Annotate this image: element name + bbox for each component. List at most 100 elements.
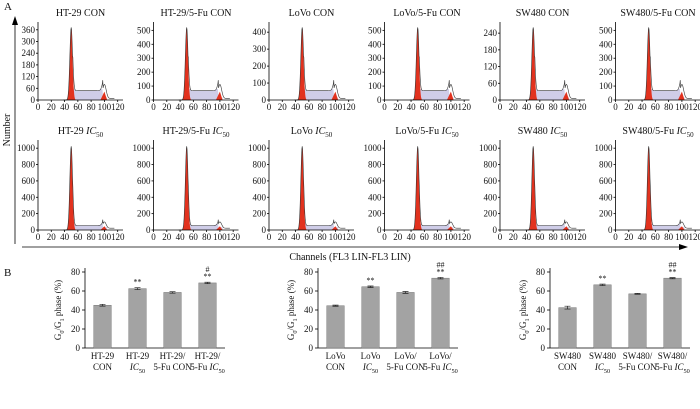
text-run: 5-Fu CON	[618, 362, 657, 372]
y-tick-label: 200	[137, 209, 151, 219]
histogram-g1-peak	[296, 27, 308, 100]
x-tick-label: 40	[522, 232, 532, 242]
y-tick-label: 1000	[133, 143, 152, 153]
y-tick-label: 600	[253, 176, 267, 186]
y-tick-label: 500	[137, 25, 151, 35]
histogram-s-phase	[186, 223, 223, 230]
x-tick-label: CON	[326, 362, 346, 372]
x-tick-label: 80	[318, 102, 328, 112]
y-tick-label: 400	[599, 192, 613, 202]
text-run: IC	[441, 126, 452, 137]
y-tick-label: 80	[536, 267, 546, 277]
text-run: IC	[129, 362, 140, 372]
y-tick-label: 600	[22, 176, 36, 186]
histogram-g2-peak	[677, 226, 685, 230]
text-run: IC	[85, 126, 96, 137]
y-axis-label: G0/G1 phase (%)	[53, 280, 66, 340]
histogram-curve	[525, 27, 577, 101]
y-tick-label: 0	[146, 225, 151, 235]
histogram-g1-peak	[527, 27, 539, 100]
text-run: HT-29/5-Fu	[163, 126, 213, 137]
histogram-s-phase	[533, 89, 570, 100]
chart-title: HT-29/5-Fu IC50	[163, 126, 230, 139]
error-bar	[367, 285, 374, 288]
x-tick-label: 0	[267, 102, 272, 112]
histogram-g1-peak	[181, 27, 193, 100]
text-run: phase (%)	[518, 280, 528, 318]
error-bar	[169, 291, 176, 294]
y-tick-label: 0	[377, 95, 382, 105]
y-tick-label: 180	[22, 60, 36, 70]
chart-title: LoVo/5-Fu IC50	[395, 126, 459, 139]
y-tick-label: 800	[253, 160, 267, 170]
y-tick-label: 0	[262, 225, 267, 235]
x-tick-label: 60	[189, 232, 199, 242]
x-tick-label: 40	[60, 232, 70, 242]
y-tick-label: 0	[608, 225, 613, 235]
x-tick-label: 100	[98, 232, 112, 242]
histogram-s-phase	[417, 89, 454, 100]
text-run: CON	[558, 362, 578, 372]
text-run: IC	[362, 362, 373, 372]
y-tick-label: 300	[137, 53, 151, 63]
x-tick-label: 80	[318, 232, 328, 242]
histogram-g1-peak	[643, 27, 655, 100]
text-run: 50	[372, 368, 378, 375]
y-tick-label: 1000	[248, 143, 267, 153]
bar	[163, 292, 182, 349]
histogram-s-phase	[71, 223, 108, 230]
histogram-g2-peak	[331, 91, 339, 100]
histogram-g1-peak	[412, 146, 424, 230]
histogram-curve	[640, 27, 692, 101]
histogram-g2-peak	[331, 226, 339, 230]
histogram-s-phase	[71, 89, 108, 100]
significance-label: **	[134, 278, 142, 287]
histogram-s-phase	[302, 89, 339, 100]
x-tick-label: 80	[87, 232, 97, 242]
y-tick-label: 200	[137, 67, 151, 77]
text-run: /G	[286, 321, 296, 331]
bar	[128, 288, 147, 349]
x-tick-label: 100	[329, 102, 343, 112]
y-tick-label: 100	[368, 81, 382, 91]
x-tick-label: 80	[664, 102, 674, 112]
x-tick-label: HT-29/	[195, 351, 221, 361]
text-run: 50	[222, 131, 230, 139]
text-run: G	[286, 333, 296, 340]
y-tick-label: 500	[368, 25, 382, 35]
x-tick-label: 20	[624, 102, 634, 112]
x-tick-label: HT-29	[91, 351, 115, 361]
x-tick-label: 120	[688, 232, 700, 242]
text-run: SW480/5-Fu	[622, 126, 676, 137]
text-run: 50	[325, 131, 333, 139]
y-tick-label: 400	[253, 27, 267, 37]
y-tick-label: 100	[599, 81, 613, 91]
histogram-curve	[640, 146, 692, 231]
histogram-curve	[409, 27, 461, 101]
y-tick-label: 20	[71, 324, 81, 334]
x-tick-label: IC50	[362, 362, 378, 375]
x-tick-label: 20	[47, 232, 57, 242]
text-run: HT-29	[126, 351, 150, 361]
histogram-g2-peak	[215, 226, 223, 230]
y-tick-label: 100	[137, 81, 151, 91]
x-tick-label: 40	[522, 102, 532, 112]
text-run: phase (%)	[286, 280, 296, 318]
histogram-curve	[294, 146, 346, 231]
x-tick-label: 100	[98, 102, 112, 112]
y-tick-label: 0	[541, 343, 546, 353]
histogram-g2-peak	[100, 226, 108, 230]
y-tick-label: 0	[76, 343, 81, 353]
y-tick-label: 300	[253, 44, 267, 54]
chart-title: LoVo/5-Fu CON	[393, 8, 460, 19]
error-bar	[204, 281, 211, 285]
text-run: LoVo/	[429, 351, 452, 361]
y-tick-label: 0	[146, 95, 151, 105]
text-run: SW480 CON	[516, 8, 570, 19]
histogram-g2-peak	[677, 91, 685, 100]
y-tick-label: 180	[484, 45, 498, 55]
x-tick-label: 20	[509, 102, 519, 112]
bar	[396, 292, 415, 349]
text-run: 5-Fu CON	[386, 362, 425, 372]
x-tick-label: 80	[549, 232, 559, 242]
